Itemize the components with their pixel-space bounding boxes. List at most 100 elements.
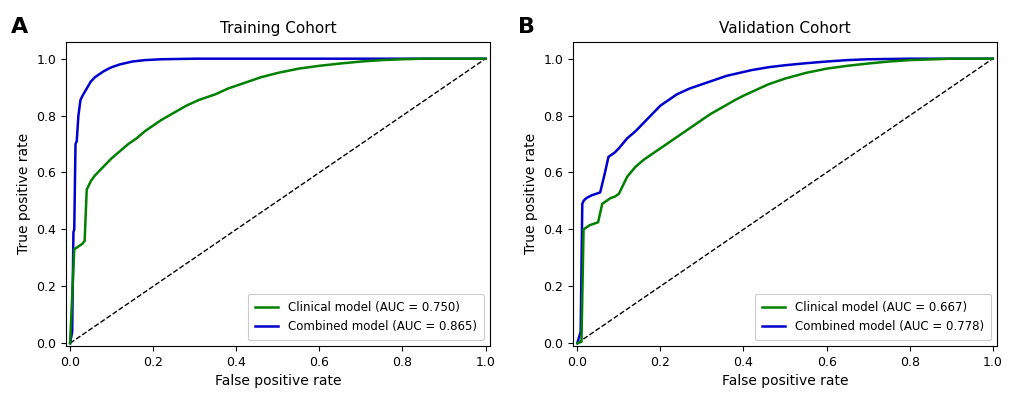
Clinical model (AUC = 0.667) [703, 112, 715, 117]
Combined model (AUC = 0.865) [89, 75, 101, 80]
Clinical model (AUC = 0.750) [292, 66, 305, 71]
Combined model (AUC = 0.865) [93, 72, 105, 77]
Clinical model (AUC = 0.750) [375, 58, 387, 62]
Clinical model (AUC = 0.750) [238, 81, 251, 85]
Combined model (AUC = 0.778) [761, 65, 773, 70]
Clinical model (AUC = 0.667) [679, 129, 691, 134]
Clinical model (AUC = 0.750) [89, 173, 101, 178]
Clinical model (AUC = 0.667) [653, 146, 665, 151]
Y-axis label: True positive rate: True positive rate [524, 133, 537, 254]
Clinical model (AUC = 0.750) [193, 98, 205, 102]
Clinical model (AUC = 0.750) [147, 123, 159, 128]
Combined model (AUC = 0.778) [578, 197, 590, 202]
Combined model (AUC = 0.778) [608, 150, 621, 155]
Clinical model (AUC = 0.667) [716, 104, 729, 109]
X-axis label: False positive rate: False positive rate [214, 374, 340, 388]
Combined model (AUC = 0.778) [597, 173, 609, 178]
Clinical model (AUC = 0.667) [645, 151, 657, 156]
Combined model (AUC = 0.778) [585, 193, 597, 198]
Combined model (AUC = 0.778) [841, 58, 853, 62]
Combined model (AUC = 0.778) [602, 154, 614, 159]
Clinical model (AUC = 0.750) [155, 117, 167, 122]
Combined model (AUC = 0.865) [69, 142, 82, 147]
Clinical model (AUC = 0.750) [122, 142, 135, 147]
Clinical model (AUC = 0.667) [579, 226, 591, 230]
Clinical model (AUC = 0.750) [479, 56, 491, 61]
Combined model (AUC = 0.865) [70, 139, 83, 144]
Combined model (AUC = 0.865) [74, 98, 87, 102]
Clinical model (AUC = 0.667) [903, 58, 915, 62]
Combined model (AUC = 0.865) [479, 56, 491, 61]
Combined model (AUC = 0.865) [66, 329, 78, 334]
Clinical model (AUC = 0.750) [76, 241, 89, 246]
Clinical model (AUC = 0.667) [575, 339, 587, 344]
Combined model (AUC = 0.865) [139, 58, 151, 62]
Clinical model (AUC = 0.667) [608, 194, 621, 199]
Combined model (AUC = 0.865) [101, 67, 113, 72]
Combined model (AUC = 0.865) [97, 69, 109, 74]
Combined model (AUC = 0.778) [593, 190, 605, 195]
Clinical model (AUC = 0.667) [691, 120, 703, 125]
Combined model (AUC = 0.778) [695, 82, 707, 87]
Clinical model (AUC = 0.750) [85, 179, 97, 183]
Combined model (AUC = 0.865) [76, 93, 89, 98]
Clinical model (AUC = 0.750) [83, 183, 95, 188]
Combined model (AUC = 0.778) [819, 59, 832, 64]
Combined model (AUC = 0.865) [355, 56, 367, 61]
Combined model (AUC = 0.778) [945, 56, 957, 61]
Combined model (AUC = 0.865) [126, 59, 139, 64]
Combined model (AUC = 0.865) [68, 227, 81, 232]
Text: B: B [518, 17, 535, 37]
Clinical model (AUC = 0.667) [600, 198, 612, 203]
Line: Clinical model (AUC = 0.667): Clinical model (AUC = 0.667) [577, 59, 991, 343]
Clinical model (AUC = 0.750) [333, 61, 345, 66]
Combined model (AUC = 0.865) [155, 57, 167, 62]
Combined model (AUC = 0.778) [903, 56, 915, 61]
Clinical model (AUC = 0.750) [255, 75, 267, 80]
Combined model (AUC = 0.778) [733, 70, 745, 75]
Combined model (AUC = 0.778) [574, 329, 586, 334]
Clinical model (AUC = 0.667) [761, 82, 773, 87]
Clinical model (AUC = 0.667) [841, 63, 853, 68]
Combined model (AUC = 0.778) [861, 57, 873, 62]
Combined model (AUC = 0.778) [589, 192, 601, 196]
Combined model (AUC = 0.865) [105, 65, 117, 70]
Clinical model (AUC = 0.750) [417, 56, 429, 61]
Clinical model (AUC = 0.750) [130, 136, 143, 141]
Clinical model (AUC = 0.667) [737, 93, 749, 98]
Combined model (AUC = 0.865) [189, 56, 201, 61]
Clinical model (AUC = 0.667) [729, 98, 741, 102]
Combined model (AUC = 0.778) [576, 201, 588, 206]
Clinical model (AUC = 0.667) [621, 174, 633, 179]
Combined model (AUC = 0.865) [172, 57, 184, 62]
Combined model (AUC = 0.778) [582, 194, 594, 199]
Clinical model (AUC = 0.750) [168, 110, 180, 115]
Combined model (AUC = 0.865) [81, 86, 93, 91]
Combined model (AUC = 0.778) [612, 146, 625, 151]
Combined model (AUC = 0.778) [577, 198, 589, 203]
Clinical model (AUC = 0.667) [587, 221, 599, 226]
Clinical model (AUC = 0.667) [591, 220, 603, 225]
Combined model (AUC = 0.778) [637, 120, 649, 125]
Clinical model (AUC = 0.750) [355, 59, 367, 64]
Clinical model (AUC = 0.667) [881, 59, 894, 64]
Clinical model (AUC = 0.667) [779, 76, 791, 81]
Clinical model (AUC = 0.750) [74, 243, 87, 247]
Clinical model (AUC = 0.667) [819, 66, 832, 71]
Text: A: A [11, 17, 29, 37]
Combined model (AUC = 0.778) [580, 196, 592, 200]
Clinical model (AUC = 0.750) [70, 245, 83, 250]
Clinical model (AUC = 0.667) [604, 196, 616, 200]
Combined model (AUC = 0.778) [779, 63, 791, 68]
Combined model (AUC = 0.865) [251, 56, 263, 61]
Combined model (AUC = 0.778) [683, 86, 695, 91]
Combined model (AUC = 0.865) [313, 56, 325, 61]
Combined model (AUC = 0.865) [437, 56, 449, 61]
Combined model (AUC = 0.865) [67, 230, 79, 234]
Clinical model (AUC = 0.750) [459, 56, 471, 61]
Combined model (AUC = 0.778) [571, 341, 583, 345]
Line: Combined model (AUC = 0.778): Combined model (AUC = 0.778) [577, 59, 991, 343]
Clinical model (AUC = 0.750) [64, 341, 76, 345]
Clinical model (AUC = 0.667) [799, 70, 811, 75]
Combined model (AUC = 0.865) [396, 56, 409, 61]
